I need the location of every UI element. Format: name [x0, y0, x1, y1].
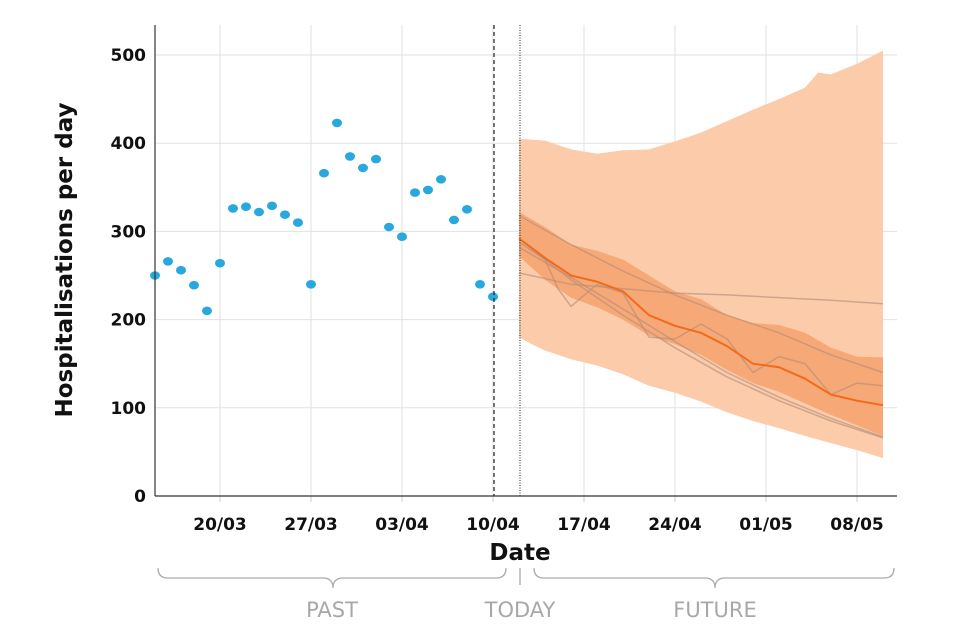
scenario-line	[518, 214, 884, 374]
y-tick-label: 500	[111, 46, 147, 66]
observed-point	[475, 280, 485, 289]
observed-point	[436, 175, 446, 184]
scenario-line	[518, 241, 884, 396]
observed-point	[371, 154, 381, 164]
observed-point	[423, 185, 433, 195]
today-label: TODAY	[484, 598, 556, 622]
x-tick-label: 03/04	[375, 515, 429, 535]
future-brace	[533, 567, 895, 589]
y-tick-label: 100	[111, 399, 147, 419]
scenario-lines	[518, 214, 884, 439]
scenario-line	[518, 246, 884, 438]
x-tick-labels: 20/03 27/03 03/04 10/04 17/04 24/04 01/05 08/05	[193, 515, 884, 535]
observed-point	[358, 163, 368, 173]
x-tick-label: 17/04	[557, 515, 611, 535]
y-tick-label: 400	[111, 134, 147, 154]
median-line	[518, 237, 884, 407]
y-tick-labels: 0 100 200 300 400 500	[111, 46, 147, 507]
x-axis-label: Date	[489, 540, 550, 566]
y-axis-label: Hospitalisations per day	[52, 102, 78, 417]
past-label: PAST	[306, 598, 358, 622]
observed-point	[462, 205, 472, 214]
y-tick-label: 0	[134, 487, 146, 507]
observed-point	[280, 210, 290, 219]
median-forecast-line	[518, 237, 884, 407]
observed-point	[345, 152, 355, 161]
observed-point	[228, 204, 238, 213]
scenario-line	[518, 237, 884, 439]
x-tick-label: 20/03	[193, 515, 247, 535]
x-tick-label: 10/04	[466, 515, 520, 535]
observed-point	[254, 207, 264, 217]
future-label: FUTURE	[673, 598, 757, 622]
observed-points	[150, 118, 498, 316]
observed-point	[267, 201, 277, 211]
y-tick-label: 200	[111, 311, 147, 331]
observed-point	[306, 280, 316, 289]
observed-point	[488, 292, 498, 301]
observed-point	[241, 202, 251, 212]
x-tick-label: 24/04	[648, 515, 702, 535]
x-tick-label: 01/05	[739, 515, 793, 535]
observed-point	[397, 232, 407, 241]
x-tick-label: 27/03	[284, 515, 338, 535]
observed-point	[176, 265, 186, 275]
observed-point	[163, 257, 173, 266]
forecast-bands	[519, 50, 883, 459]
observed-point	[332, 118, 342, 128]
observed-point	[319, 168, 329, 178]
past-brace	[157, 567, 507, 589]
observed-point	[293, 218, 303, 227]
observed-point	[202, 306, 212, 316]
y-tick-label: 300	[111, 222, 147, 242]
observed-point	[384, 222, 394, 232]
observed-point	[215, 258, 225, 268]
observed-point	[189, 280, 199, 290]
x-tick-label: 08/05	[830, 515, 884, 535]
observed-point	[449, 215, 459, 225]
observed-point	[410, 188, 420, 197]
